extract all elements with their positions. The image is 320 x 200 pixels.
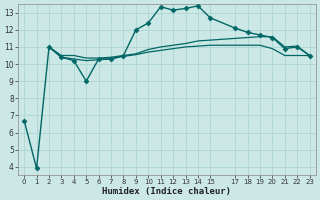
X-axis label: Humidex (Indice chaleur): Humidex (Indice chaleur) (102, 187, 231, 196)
